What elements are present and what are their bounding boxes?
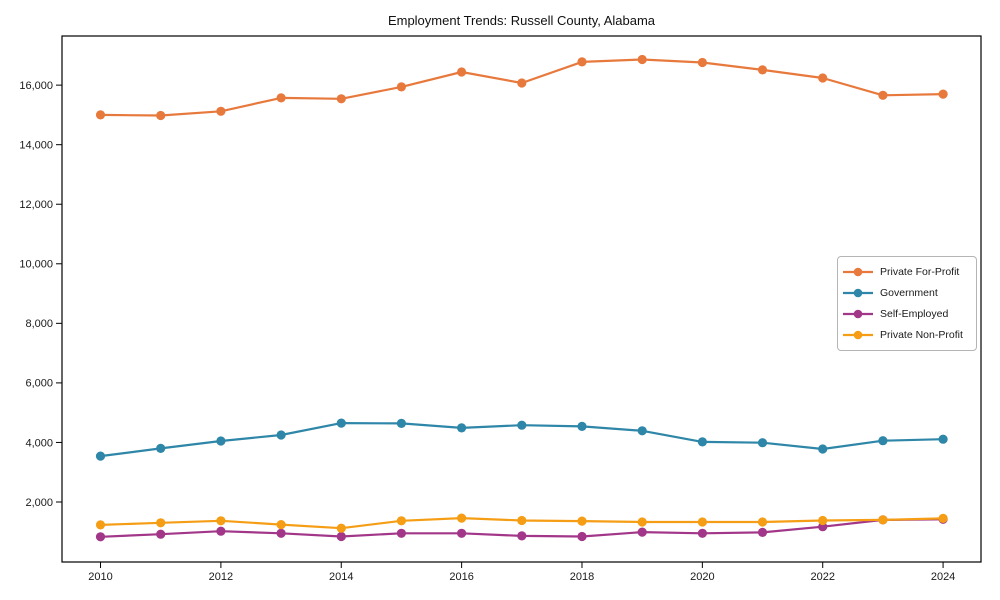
data-point-marker — [156, 110, 166, 121]
data-point-marker — [216, 436, 226, 446]
x-tick-label: 2022 — [810, 571, 834, 583]
data-point-marker — [938, 513, 948, 524]
data-point-marker — [216, 516, 226, 526]
data-point-marker — [517, 531, 527, 541]
y-tick-label: 14,000 — [19, 140, 53, 152]
data-point-marker — [818, 444, 828, 454]
data-point-marker — [95, 451, 106, 461]
data-point-marker — [336, 523, 346, 533]
data-point-marker — [95, 520, 106, 530]
chart-title: Employment Trends: Russell County, Alaba… — [387, 13, 656, 28]
data-point-marker — [757, 527, 768, 538]
x-tick-label: 2024 — [931, 571, 955, 583]
data-point-marker — [757, 438, 768, 448]
data-point-marker — [697, 517, 708, 527]
data-point-marker — [216, 106, 226, 116]
data-point-marker — [697, 528, 708, 538]
data-point-marker — [637, 527, 647, 537]
data-point-marker — [637, 426, 647, 436]
data-point-marker — [336, 418, 346, 428]
y-tick-label: 12,000 — [19, 199, 53, 211]
legend-label: Self-Employed — [880, 307, 949, 320]
y-tick-label: 8,000 — [25, 318, 53, 330]
legend-label: Private Non-Profit — [880, 328, 963, 341]
x-tick-label: 2012 — [209, 571, 233, 583]
data-point-marker — [697, 437, 708, 447]
data-point-marker — [457, 67, 467, 77]
data-point-marker — [697, 57, 708, 68]
x-tick-label: 2014 — [329, 571, 353, 583]
data-point-marker — [276, 528, 286, 538]
y-tick-label: 4,000 — [25, 437, 53, 449]
y-tick-label: 2,000 — [25, 497, 53, 509]
data-point-marker — [577, 516, 587, 526]
data-point-marker — [276, 93, 286, 103]
y-tick-label: 6,000 — [25, 378, 53, 390]
data-point-marker — [517, 515, 527, 526]
legend-item: Government — [843, 283, 970, 304]
data-point-marker — [156, 529, 166, 539]
data-point-marker — [396, 418, 406, 428]
legend-swatch-icon — [843, 309, 873, 319]
data-point-marker — [95, 110, 106, 120]
data-point-marker — [637, 54, 647, 65]
x-tick-label: 2016 — [449, 571, 473, 583]
data-point-marker — [276, 430, 286, 440]
x-tick-label: 2020 — [690, 571, 714, 583]
data-point-marker — [577, 57, 587, 67]
data-point-marker — [156, 443, 166, 453]
legend-swatch-icon — [843, 268, 873, 277]
legend-label: Government — [880, 287, 938, 300]
data-point-marker — [878, 436, 888, 446]
data-point-marker — [878, 90, 888, 100]
data-point-marker — [457, 423, 467, 433]
data-point-marker — [276, 520, 286, 530]
y-tick-label: 16,000 — [19, 80, 53, 92]
legend-swatch-icon — [843, 288, 873, 298]
x-tick-label: 2010 — [88, 571, 112, 583]
data-point-marker — [878, 515, 888, 525]
data-point-marker — [757, 517, 768, 527]
data-point-marker — [517, 78, 527, 88]
plot-border — [61, 35, 982, 563]
data-point-marker — [396, 528, 406, 538]
legend-item: Self-Employed — [843, 304, 970, 325]
data-point-marker — [818, 73, 828, 83]
data-point-marker — [457, 528, 467, 538]
data-point-marker — [517, 420, 527, 430]
legend-label: Private For-Profit — [880, 266, 960, 279]
data-point-marker — [457, 513, 467, 523]
data-point-marker — [938, 89, 948, 99]
data-point-marker — [95, 532, 106, 542]
data-point-marker — [216, 526, 226, 536]
data-point-marker — [336, 94, 346, 104]
y-tick-label: 10,000 — [19, 259, 53, 271]
data-point-marker — [577, 421, 587, 431]
legend-item: Private For-Profit — [843, 262, 970, 283]
data-point-marker — [637, 517, 647, 527]
chart-legend: Private For-Profit Government Self-Employe… — [837, 256, 977, 352]
data-point-marker — [396, 82, 406, 92]
legend-swatch-icon — [843, 330, 873, 340]
data-point-marker — [757, 65, 768, 75]
data-point-marker — [156, 518, 166, 528]
data-point-marker — [336, 531, 346, 542]
x-tick-label: 2018 — [570, 571, 594, 583]
data-point-marker — [577, 531, 587, 542]
data-point-marker — [818, 515, 828, 526]
data-point-marker — [396, 516, 406, 526]
legend-item: Private Non-Profit — [843, 324, 970, 345]
data-point-marker — [938, 434, 948, 444]
